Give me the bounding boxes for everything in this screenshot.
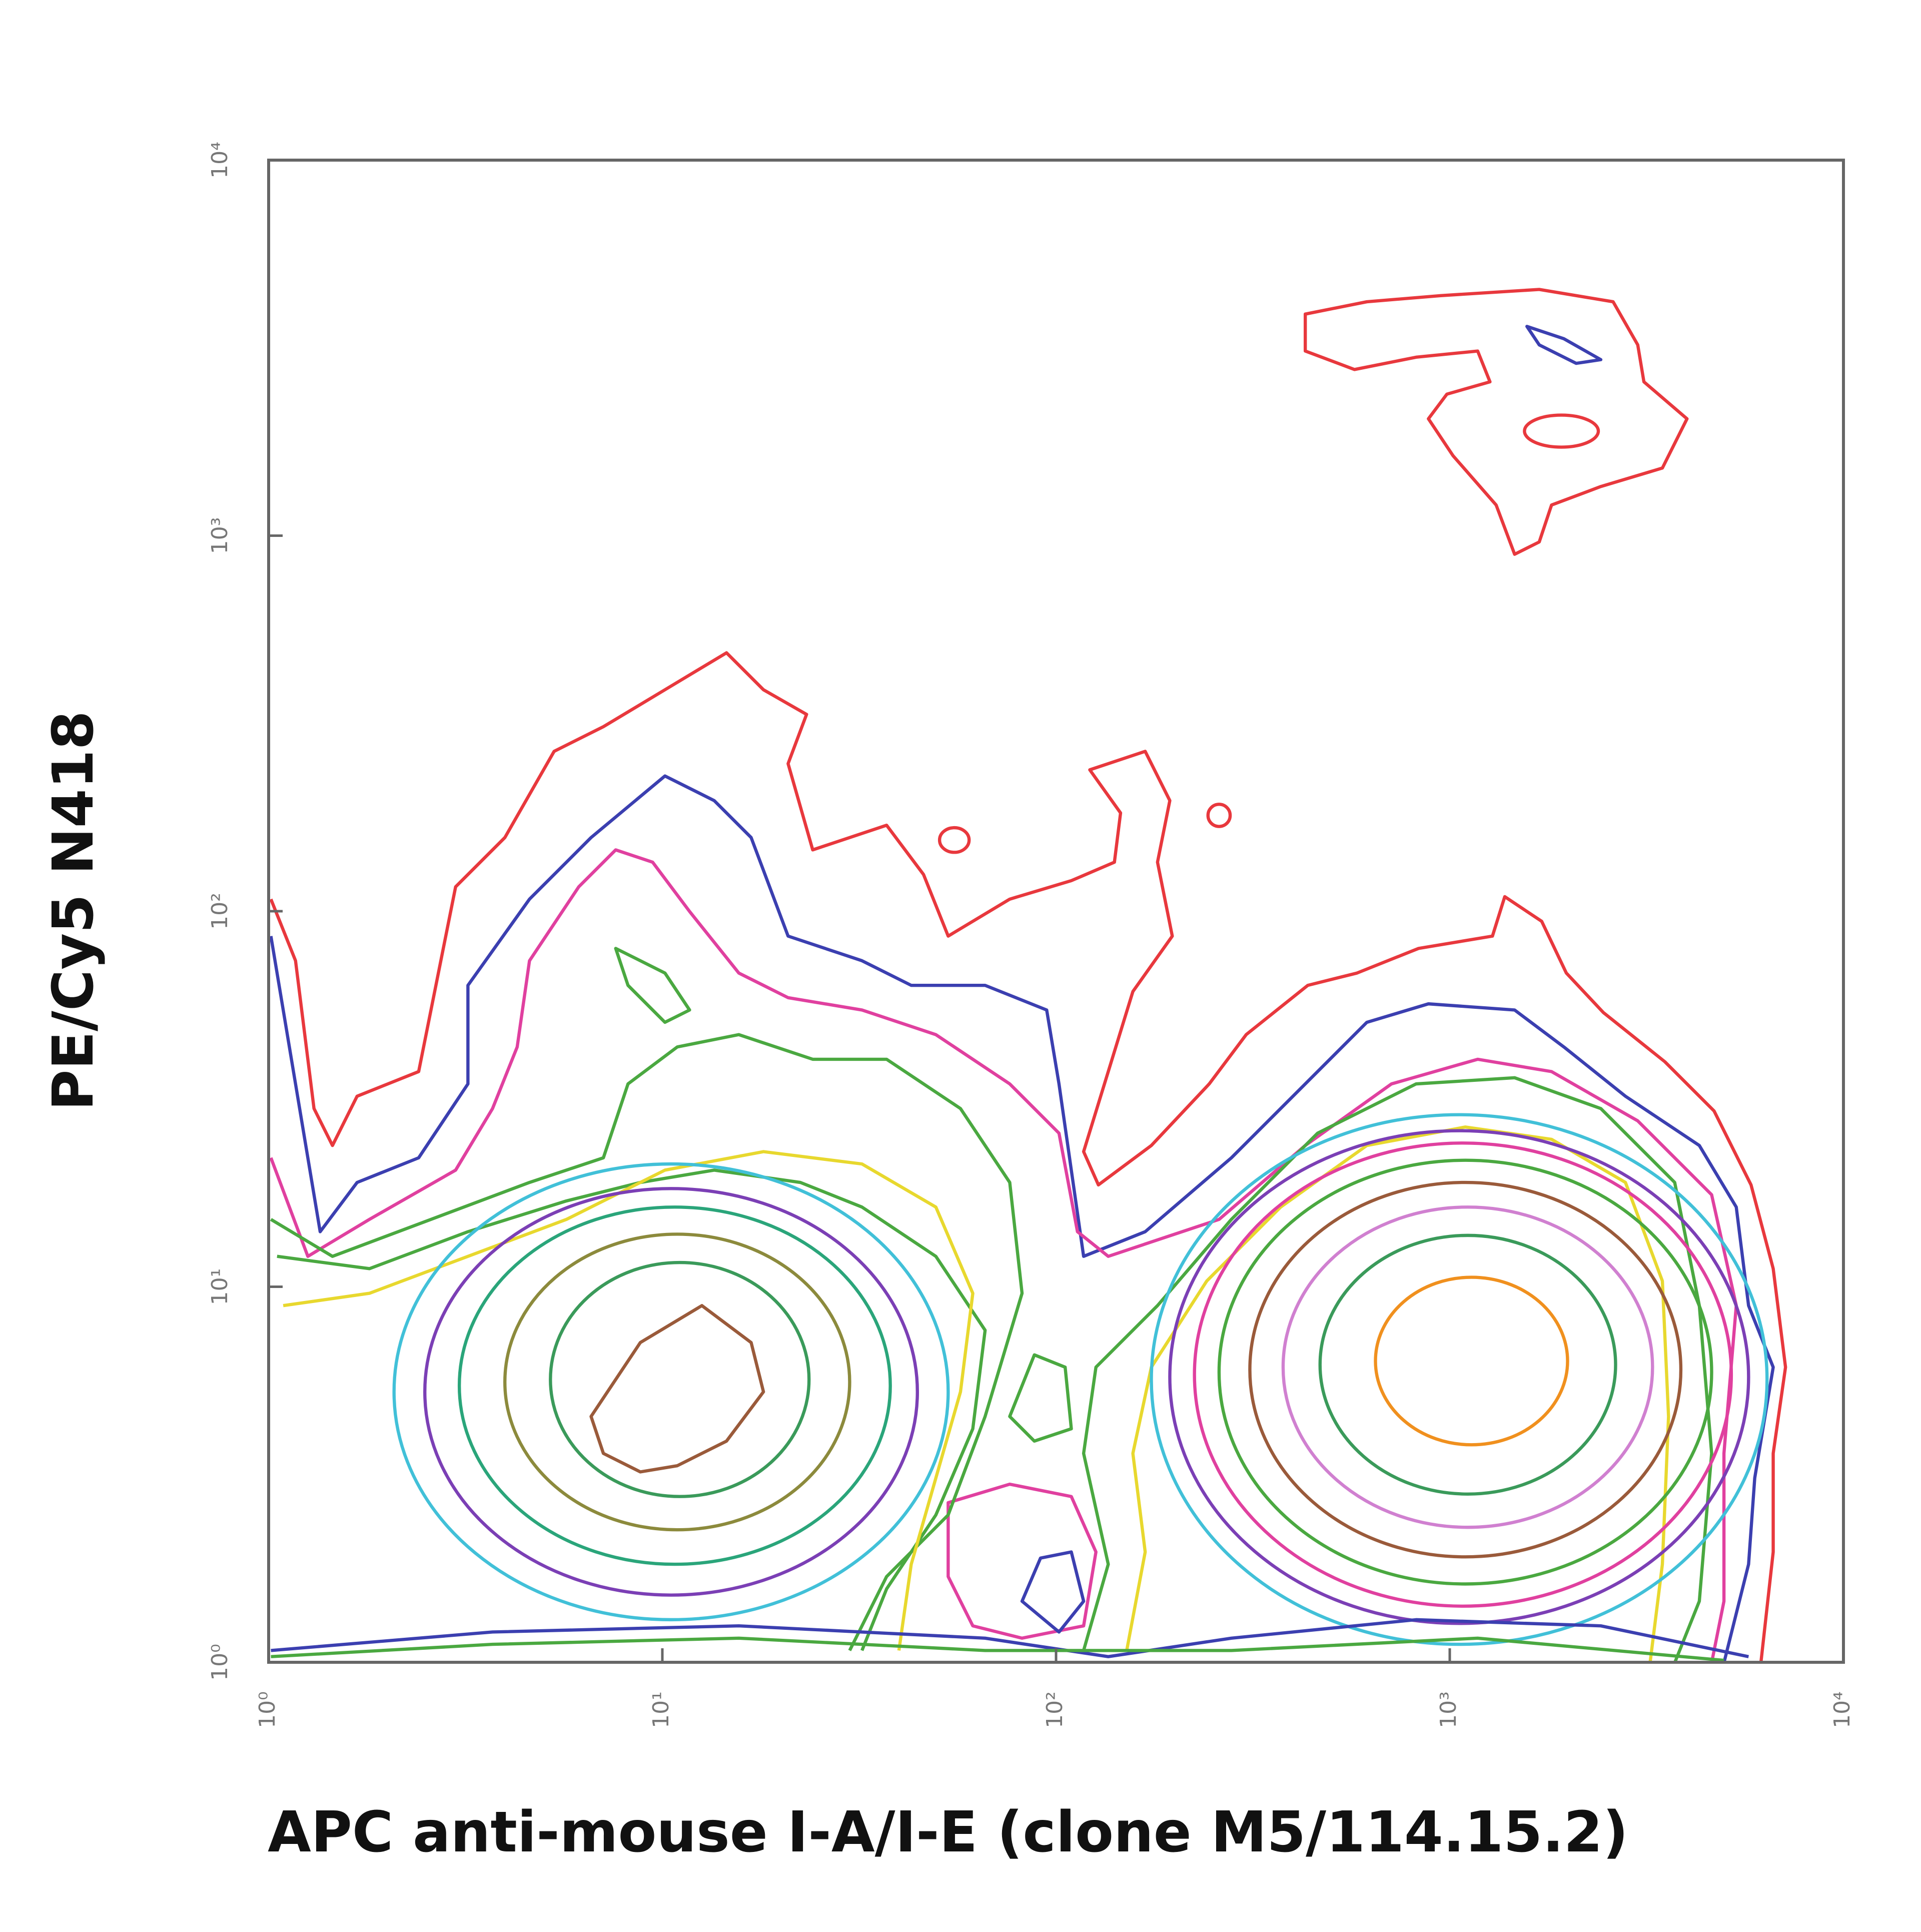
contour: [937, 826, 971, 854]
contour: [269, 651, 1787, 1663]
contour: [589, 1304, 765, 1474]
contour: [1248, 1180, 1683, 1559]
contour: [457, 1205, 892, 1566]
contour: [1150, 1113, 1769, 1646]
x-tick-label: 10⁴: [1829, 1691, 1855, 1728]
y-tick-label: 10³: [207, 517, 233, 554]
x-tick-label: 10²: [1042, 1691, 1068, 1728]
contour-plot: [269, 288, 1787, 1664]
contour: [271, 1636, 1724, 1662]
plot-frame: [267, 159, 1845, 1664]
y-tick-label: 10²: [207, 893, 233, 930]
y-axis-label: PE/Cy5 N418: [41, 711, 106, 1110]
y-tick-label: 10¹: [207, 1268, 233, 1306]
x-tick-label: 10⁰: [255, 1691, 280, 1728]
contour: [1281, 1205, 1654, 1529]
contour: [1523, 413, 1600, 449]
contour: [1125, 1125, 1670, 1663]
contour: [1525, 325, 1603, 365]
contour: [277, 1168, 987, 1651]
contour: [1020, 1550, 1086, 1634]
contour: [614, 947, 691, 1024]
contour: [1374, 1275, 1569, 1447]
contour: [269, 848, 1738, 1663]
contour: [1008, 1353, 1073, 1443]
contour: [1206, 803, 1232, 828]
contour: [946, 1482, 1098, 1640]
contour: [283, 1150, 975, 1651]
contour: [1303, 288, 1689, 556]
x-tick-label: 10¹: [648, 1691, 674, 1728]
contour: [1217, 1158, 1713, 1586]
contour: [271, 1618, 1749, 1658]
contour: [269, 774, 1775, 1663]
contour: [1193, 1141, 1733, 1608]
x-tick-label: 10³: [1436, 1691, 1461, 1728]
contour: [270, 1033, 1024, 1651]
y-tick-label: 10⁴: [207, 142, 233, 179]
contour: [423, 1187, 919, 1597]
y-tick-label: 10⁰: [207, 1644, 233, 1681]
contour: [549, 1260, 811, 1498]
contour: [1168, 1129, 1750, 1625]
x-axis-label: APC anti-mouse I-A/I-E (clone M5/114.15.…: [268, 1800, 1628, 1865]
contour: [392, 1162, 950, 1622]
contour: [1318, 1233, 1617, 1496]
contour: [503, 1232, 851, 1532]
